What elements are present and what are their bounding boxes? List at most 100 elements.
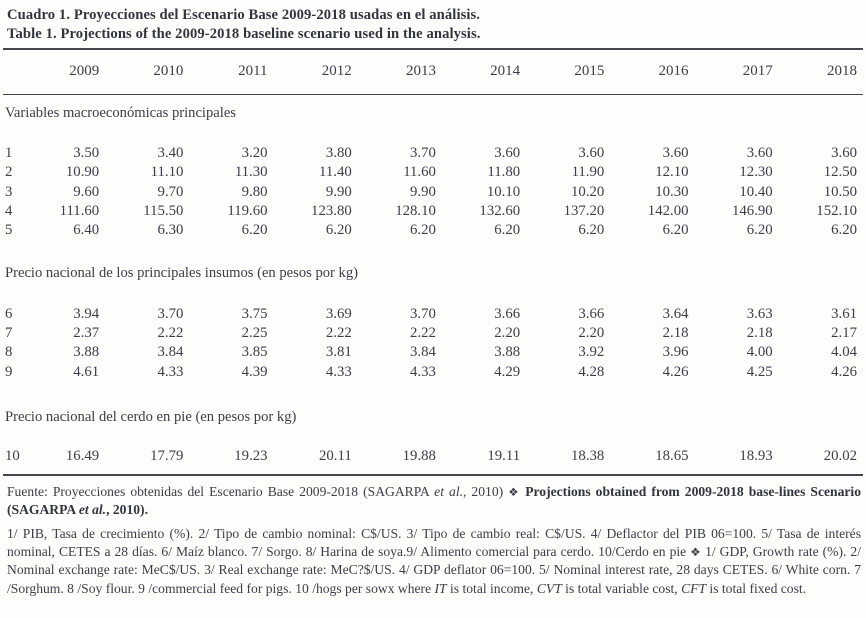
table-row: 9 4.61 4.33 4.39 4.33 4.33 4.29 4.28 4.2…: [3, 363, 863, 382]
paper-table-page: Cuadro 1. Proyecciones del Escenario Bas…: [3, 7, 863, 598]
value-cell: 19.88: [402, 447, 436, 464]
value-cell: 3.88: [73, 344, 100, 361]
value-cell: 3.60: [662, 145, 689, 162]
value-cell: 4.28: [578, 363, 605, 380]
value-cell: 11.80: [487, 164, 521, 181]
value-cell: 111.60: [59, 203, 100, 220]
notes-var-cft: CFT: [681, 580, 707, 596]
value-cell: 12.50: [823, 164, 857, 181]
value-cell: 3.61: [831, 305, 857, 322]
value-cell: 3.40: [157, 145, 184, 162]
table-row: 7 2.37 2.22 2.25 2.22 2.22 2.20 2.20 2.1…: [3, 324, 863, 343]
value-cell: 4.61: [73, 363, 100, 380]
corner-cell: [3, 50, 21, 96]
value-cell: 6.20: [410, 222, 436, 239]
value-cell: 10.20: [571, 183, 605, 200]
source-note: Fuente: Proyecciones obtenidas del Escen…: [7, 483, 861, 519]
value-cell: 4.25: [746, 363, 773, 380]
table-caption-english: Table 1. Projections of the 2009-2018 ba…: [7, 25, 481, 42]
value-cell: 4.26: [662, 363, 689, 380]
florette-icon: ❖: [690, 544, 702, 559]
row-number: 7: [5, 324, 13, 341]
notes-text-2: is total variable cost,: [561, 580, 682, 596]
source-spanish-end: , 2010): [463, 484, 509, 500]
value-cell: 3.20: [241, 145, 268, 162]
value-cell: 132.60: [479, 203, 521, 220]
value-cell: 2.22: [157, 324, 184, 341]
value-cell: 17.79: [150, 447, 184, 464]
value-cell: 3.94: [73, 305, 100, 322]
value-cell: 2.22: [325, 324, 352, 341]
value-cell: 2.37: [73, 324, 100, 341]
value-cell: 10.10: [486, 183, 521, 200]
table-row: 6 3.94 3.70 3.75 3.69 3.70 3.66 3.66 3.6…: [3, 305, 863, 324]
value-cell: 142.00: [647, 203, 689, 220]
value-cell: 10.30: [655, 183, 689, 200]
value-cell: 11.30: [234, 164, 268, 181]
section-label: Precio nacional de los principales insum…: [5, 264, 359, 281]
value-cell: 2.20: [494, 324, 521, 341]
value-cell: 11.10: [150, 164, 184, 181]
value-cell: 3.75: [241, 305, 268, 322]
value-cell: 3.66: [578, 305, 605, 322]
value-cell: 6.20: [662, 222, 689, 239]
value-cell: 19.11: [487, 447, 521, 464]
value-cell: 4.26: [831, 363, 857, 380]
value-cell: 3.84: [157, 344, 184, 361]
notes-spanish: 1/ PIB, Tasa de crecimiento (%). 2/ Tipo…: [7, 525, 861, 559]
value-cell: 3.70: [157, 305, 184, 322]
value-cell: 3.60: [578, 145, 605, 162]
table-row: 5 6.40 6.30 6.20 6.20 6.20 6.20 6.20 6.2…: [3, 221, 863, 240]
value-cell: 119.60: [227, 203, 268, 220]
value-cell: 3.63: [746, 305, 773, 322]
value-cell: 6.20: [578, 222, 605, 239]
value-cell: 9.60: [73, 183, 100, 200]
row-number: 8: [5, 344, 13, 361]
row-number: 5: [5, 222, 13, 239]
section-label-row: Precio nacional del cerdo en pie (en pes…: [3, 382, 863, 447]
row-number: 9: [5, 363, 13, 380]
value-cell: 4.04: [831, 344, 857, 361]
value-cell: 3.88: [494, 344, 521, 361]
value-cell: 3.60: [831, 145, 857, 162]
year-header: 2009: [21, 50, 106, 96]
value-cell: 20.02: [823, 447, 857, 464]
value-cell: 3.70: [410, 305, 436, 322]
value-cell: 6.20: [746, 222, 773, 239]
value-cell: 152.10: [816, 203, 857, 220]
value-cell: 10.90: [65, 164, 100, 181]
notes-english: 1/ GDP, Growth rate (%). 2/ Nominal exch…: [7, 543, 862, 596]
value-cell: 4.33: [325, 363, 352, 380]
year-header: 2014: [441, 50, 527, 96]
year-header: 2018: [778, 50, 863, 96]
year-header: 2016: [610, 50, 695, 96]
value-cell: 6.20: [241, 222, 268, 239]
table-row: 4 111.60 115.50 119.60 123.80 128.10 132…: [3, 202, 863, 221]
value-cell: 18.65: [655, 447, 689, 464]
value-cell: 3.80: [325, 145, 352, 162]
row-number: 2: [5, 164, 13, 181]
year-header: 2015: [526, 50, 611, 96]
value-cell: 20.11: [319, 447, 352, 464]
value-cell: 10.40: [739, 183, 773, 200]
source-english-end: , 2010).: [106, 502, 148, 518]
value-cell: 6.20: [494, 222, 521, 239]
section-label: Variables macroeconómicas principales: [5, 105, 236, 122]
value-cell: 2.22: [410, 324, 436, 341]
section-hog-price: Precio nacional del cerdo en pie (en pes…: [3, 382, 863, 474]
notes-text-1: is total income,: [446, 580, 537, 596]
value-cell: 6.20: [831, 222, 857, 239]
year-header: 2013: [357, 50, 442, 96]
value-cell: 2.20: [578, 324, 605, 341]
section-label: Precio nacional del cerdo en pie (en pes…: [5, 408, 297, 425]
value-cell: 3.85: [241, 344, 268, 361]
table-footnotes: Fuente: Proyecciones obtenidas del Escen…: [7, 483, 861, 598]
row-number: 10: [5, 447, 20, 464]
value-cell: 137.20: [563, 203, 605, 220]
value-cell: 4.00: [746, 344, 773, 361]
section-label-row: Precio nacional de los principales insum…: [3, 241, 863, 305]
year-header-row: 2009 2010 2011 2012 2013 2014 2015 2016 …: [3, 50, 863, 96]
value-cell: 3.69: [325, 305, 352, 322]
value-cell: 11.90: [571, 164, 605, 181]
table-caption-spanish: Cuadro 1. Proyecciones del Escenario Bas…: [7, 7, 481, 23]
